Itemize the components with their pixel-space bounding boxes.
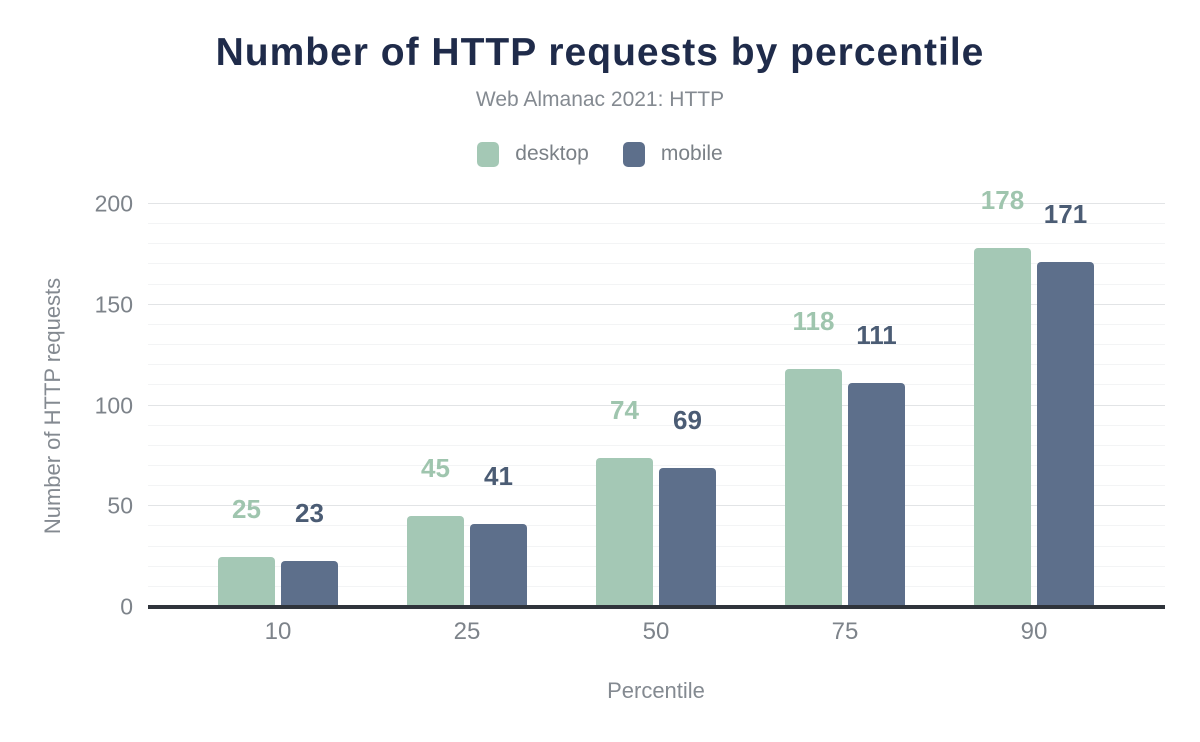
x-tick-label-75: 75 xyxy=(831,618,859,645)
minor-gridline xyxy=(148,263,1165,265)
x-tick-label-50: 50 xyxy=(642,618,670,645)
mobile-legend-swatch xyxy=(622,141,645,167)
y-tick-label-50: 50 xyxy=(107,492,133,519)
value-label-desktop-p50: 74 xyxy=(610,394,639,425)
y-tick-label-0: 0 xyxy=(120,593,133,620)
minor-gridline xyxy=(148,344,1165,346)
value-label-mobile-p10: 23 xyxy=(295,497,324,528)
value-label-mobile-p50: 69 xyxy=(673,404,702,435)
major-gridline xyxy=(148,203,1165,204)
chart-subtitle: Web Almanac 2021: HTTP xyxy=(475,88,725,111)
bar-desktop-p90[interactable] xyxy=(974,248,1031,607)
x-axis-title: Percentile xyxy=(607,678,705,703)
value-label-desktop-p25: 45 xyxy=(421,453,450,484)
y-tick-label-150: 150 xyxy=(94,291,133,318)
minor-gridline xyxy=(148,243,1165,245)
bar-desktop-p10[interactable] xyxy=(218,556,275,607)
legend-label-mobile: mobile xyxy=(660,142,723,165)
legend: desktop mobile xyxy=(0,139,1200,169)
minor-gridline xyxy=(148,485,1165,487)
bar-mobile-p50[interactable] xyxy=(659,467,716,607)
bar-mobile-p10[interactable] xyxy=(281,560,338,607)
value-label-mobile-p90: 171 xyxy=(1043,199,1088,230)
minor-gridline xyxy=(148,565,1165,567)
minor-gridline xyxy=(148,323,1165,325)
bar-desktop-p25[interactable] xyxy=(407,516,464,607)
plot-area: 25 45 74 118 178 23 41 69 111 171 xyxy=(148,187,1165,609)
x-tick-label-25: 25 xyxy=(453,618,481,645)
bar-mobile-p25[interactable] xyxy=(470,524,527,607)
value-label-desktop-p10: 25 xyxy=(232,493,261,524)
legend-item-desktop[interactable]: desktop xyxy=(477,141,589,167)
y-tick-label-200: 200 xyxy=(94,190,133,217)
y-tick-label-100: 100 xyxy=(94,392,133,418)
bar-mobile-p75[interactable] xyxy=(848,383,905,607)
x-tick-label-10: 10 xyxy=(264,618,292,645)
legend-item-mobile[interactable]: mobile xyxy=(622,141,723,167)
x-tick-label-90: 90 xyxy=(1020,618,1048,645)
minor-gridline xyxy=(148,545,1165,547)
bar-mobile-p90[interactable] xyxy=(1037,262,1094,607)
legend-label-desktop: desktop xyxy=(515,142,589,165)
minor-gridline xyxy=(148,364,1165,366)
minor-gridline xyxy=(148,384,1165,386)
major-gridline xyxy=(148,303,1165,305)
minor-gridline xyxy=(148,525,1165,527)
major-gridline xyxy=(148,505,1165,507)
value-label-desktop-p90: 178 xyxy=(980,185,1025,216)
value-label-mobile-p75: 111 xyxy=(856,320,897,351)
minor-gridline xyxy=(148,585,1165,587)
bar-desktop-p75[interactable] xyxy=(785,369,842,607)
minor-gridline xyxy=(148,444,1165,446)
chart-title: Number of HTTP requests by percentile xyxy=(215,31,985,74)
minor-gridline xyxy=(148,223,1165,225)
minor-gridline xyxy=(148,424,1165,426)
minor-gridline xyxy=(148,464,1165,466)
bar-desktop-p50[interactable] xyxy=(596,457,653,607)
minor-gridline xyxy=(148,283,1165,285)
x-axis-line xyxy=(148,605,1165,609)
desktop-legend-swatch xyxy=(477,141,500,167)
major-gridline xyxy=(148,404,1165,406)
value-label-desktop-p75: 118 xyxy=(792,306,835,337)
value-label-mobile-p25: 41 xyxy=(484,461,513,492)
